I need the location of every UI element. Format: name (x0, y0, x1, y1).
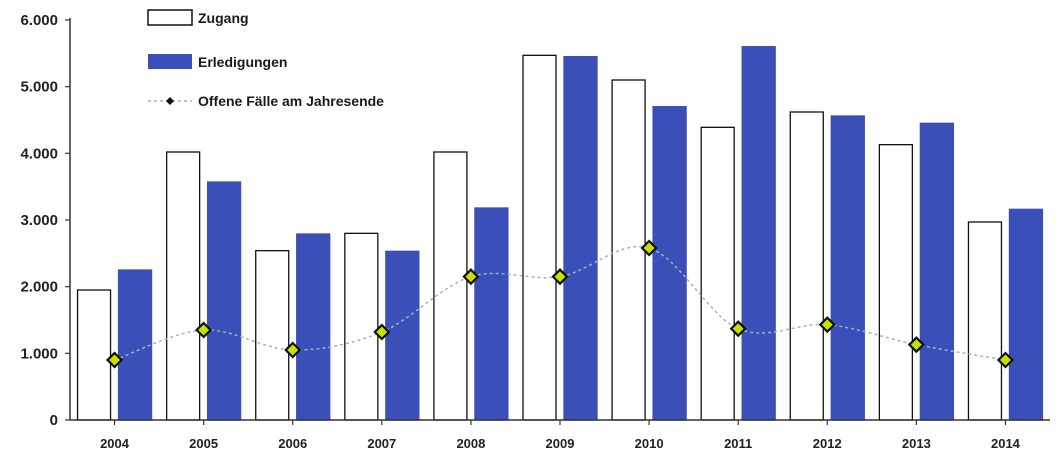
open-cases-marker-2014 (996, 351, 1015, 369)
x-tick-label: 2007 (367, 436, 396, 451)
bar-erledigungen-2010 (652, 106, 687, 421)
y-tick-label: 6.000 (20, 12, 58, 29)
bar-erledigungen-2011 (741, 46, 776, 421)
bar-erledigungen-2007 (385, 250, 420, 421)
open-cases-marker-2005 (195, 321, 213, 339)
open-cases-marker-2007 (373, 323, 391, 341)
y-tick-label: 4.000 (20, 145, 58, 162)
bars (76, 46, 1044, 421)
open-cases-line (105, 239, 1015, 369)
bar-zugang-2004 (76, 289, 112, 421)
bar-zugang-2013 (878, 144, 914, 421)
bar-erledigungen-2005 (206, 181, 242, 421)
bar-zugang-2010 (611, 79, 646, 421)
open-cases-marker-2013 (907, 336, 925, 354)
y-tick-label: 0 (50, 412, 58, 429)
x-tick-label: 2011 (724, 436, 752, 451)
y-tick-label: 2.000 (20, 279, 58, 296)
y-tick-label: 1.000 (20, 345, 58, 362)
x-tick-label: 2004 (100, 436, 130, 451)
bar-erledigungen-2013 (919, 122, 955, 421)
open-cases-marker-2009 (551, 268, 569, 286)
x-tick-label: 2013 (902, 436, 931, 451)
x-tick-label: 2012 (813, 436, 842, 451)
legend-label-erledigungen: Erledigungen (198, 54, 287, 70)
legend: Zugang Erledigungen Offene Fälle am Jahr… (147, 9, 384, 109)
x-tick-label: 2009 (546, 436, 575, 451)
bar-erledigungen-2012 (830, 115, 865, 421)
bar-zugang-2014 (967, 221, 1003, 421)
x-tick-label: 2005 (189, 436, 218, 451)
x-axis-ticks: 2004 2005 2006 2007 2008 2009 2010 2011 2012 2013… (100, 420, 1021, 451)
y-tick-label: 5.000 (20, 79, 58, 96)
bar-zugang-2006 (255, 250, 290, 421)
open-cases-marker-2011 (729, 320, 747, 338)
y-axis-ticks: 0 1.000 2.000 3.000 4.000 5.000 6.000 (20, 12, 70, 429)
bar-erledigungen-2009 (563, 56, 598, 421)
x-tick-label: 2008 (456, 436, 485, 451)
legend-label-offene-faelle: Offene Fälle am Jahresende (198, 93, 384, 109)
x-tick-label: 2006 (278, 436, 307, 451)
legend-label-zugang: Zugang (198, 10, 249, 26)
x-tick-label: 2014 (991, 436, 1021, 451)
legend-marker-offene-faelle (166, 97, 174, 105)
bar-erledigungen-2006 (296, 233, 331, 421)
open-cases-marker-2010 (640, 239, 658, 257)
bar-zugang-2012 (789, 111, 824, 421)
open-cases-marker-2008 (462, 268, 480, 286)
bar-erledigungen-2014 (1008, 208, 1044, 421)
legend-swatch-erledigungen (148, 54, 192, 69)
bar-zugang-2009 (522, 54, 557, 421)
bar-zugang-2005 (165, 151, 201, 421)
bar-zugang-2011 (700, 126, 735, 421)
y-tick-label: 3.000 (20, 212, 58, 229)
open-cases-marker-2006 (284, 341, 302, 359)
bar-erledigungen-2008 (474, 207, 509, 421)
bar-erledigungen-2004 (117, 269, 153, 421)
open-cases-marker-2012 (818, 316, 836, 334)
bar-zugang-2007 (344, 232, 379, 421)
x-tick-label: 2010 (635, 436, 664, 451)
legend-swatch-zugang (147, 9, 193, 26)
open-cases-path (114, 245, 1006, 361)
open-cases-marker-2004 (105, 351, 124, 369)
